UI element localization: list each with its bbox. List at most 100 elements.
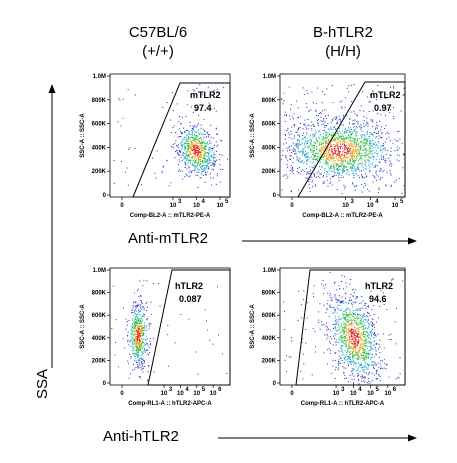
event-dot xyxy=(134,355,135,357)
event-dot xyxy=(141,332,143,334)
event-dot xyxy=(288,356,290,358)
event-dot xyxy=(351,137,353,139)
event-dot xyxy=(400,110,402,112)
event-dot xyxy=(136,340,138,341)
event-dot xyxy=(298,128,300,130)
event-dot xyxy=(365,162,367,164)
event-dot xyxy=(177,147,179,148)
event-dot xyxy=(139,328,141,330)
event-dot xyxy=(365,160,367,162)
event-dot xyxy=(293,118,295,120)
event-dot xyxy=(349,340,351,342)
event-dot xyxy=(364,381,366,383)
event-dot xyxy=(340,157,342,159)
event-dot xyxy=(369,144,371,146)
event-dot xyxy=(360,318,362,320)
event-dot xyxy=(161,170,163,172)
event-dot xyxy=(367,354,369,356)
event-dot xyxy=(339,304,341,306)
event-dot xyxy=(349,296,351,298)
event-dot xyxy=(138,327,140,329)
event-dot xyxy=(193,158,195,160)
x-tick-label: 10 xyxy=(342,203,349,209)
event-dot xyxy=(205,172,206,173)
event-dot xyxy=(335,169,337,171)
event-dot xyxy=(343,371,345,373)
event-dot xyxy=(359,344,361,346)
event-dot xyxy=(140,184,142,186)
event-dot xyxy=(136,349,138,351)
event-dot xyxy=(319,133,321,135)
event-dot xyxy=(170,182,172,184)
event-dot xyxy=(306,103,307,105)
event-dot xyxy=(334,295,336,297)
event-dot xyxy=(131,328,133,330)
event-dot xyxy=(368,342,370,344)
event-dot xyxy=(343,317,345,319)
event-dot xyxy=(356,185,358,187)
event-dot xyxy=(363,316,365,318)
event-dot xyxy=(197,114,199,116)
event-dot xyxy=(322,156,324,158)
event-dot xyxy=(308,110,310,112)
event-dot xyxy=(184,156,186,158)
event-dot xyxy=(356,149,358,151)
event-dot xyxy=(311,166,313,168)
event-dot xyxy=(133,352,135,354)
event-dot xyxy=(188,146,190,148)
event-dot xyxy=(369,140,371,142)
event-dot xyxy=(380,290,382,292)
event-dot xyxy=(174,142,176,144)
event-dot xyxy=(357,333,358,335)
event-dot xyxy=(194,151,196,153)
event-dot xyxy=(373,176,375,178)
event-dot xyxy=(352,295,354,297)
event-dot xyxy=(354,130,355,132)
event-dot xyxy=(197,162,199,164)
event-dot xyxy=(352,152,354,153)
event-dot xyxy=(372,144,374,145)
event-dot xyxy=(341,170,343,172)
x-axis-label: Comp-RL1-A :: hTLR2-APC-A xyxy=(301,401,385,407)
event-dot xyxy=(341,275,343,276)
event-dot xyxy=(132,325,134,327)
event-dot xyxy=(351,374,353,376)
event-dot xyxy=(357,331,359,333)
event-dot xyxy=(197,148,199,150)
event-dot xyxy=(322,142,324,144)
event-dot xyxy=(361,364,362,366)
event-dot xyxy=(337,149,339,151)
event-dot xyxy=(321,324,323,326)
event-dot xyxy=(306,159,308,161)
event-dot xyxy=(290,104,292,106)
event-dot xyxy=(362,315,364,317)
event-dot xyxy=(202,171,204,173)
event-dot xyxy=(352,119,354,121)
event-dot xyxy=(363,321,365,323)
event-dot xyxy=(359,152,361,154)
event-dot xyxy=(333,157,335,158)
event-dot xyxy=(335,165,337,167)
event-dot xyxy=(137,343,139,345)
event-dot xyxy=(352,168,354,170)
event-dot xyxy=(357,175,359,177)
event-dot xyxy=(347,356,349,358)
event-dot xyxy=(343,302,345,304)
event-dot xyxy=(334,315,336,317)
event-dot xyxy=(199,134,201,135)
event-dot xyxy=(348,342,350,344)
event-dot xyxy=(352,351,354,353)
event-dot xyxy=(375,99,377,101)
event-dot xyxy=(184,143,186,145)
event-dot xyxy=(358,332,360,334)
event-dot xyxy=(353,169,355,171)
event-dot xyxy=(290,152,292,153)
event-dot xyxy=(363,125,365,127)
event-dot xyxy=(195,166,197,168)
event-dot xyxy=(299,173,301,175)
event-dot xyxy=(395,343,397,345)
event-dot xyxy=(356,310,358,311)
event-dot xyxy=(144,322,145,324)
event-dot xyxy=(338,323,340,325)
event-dot xyxy=(190,140,192,142)
